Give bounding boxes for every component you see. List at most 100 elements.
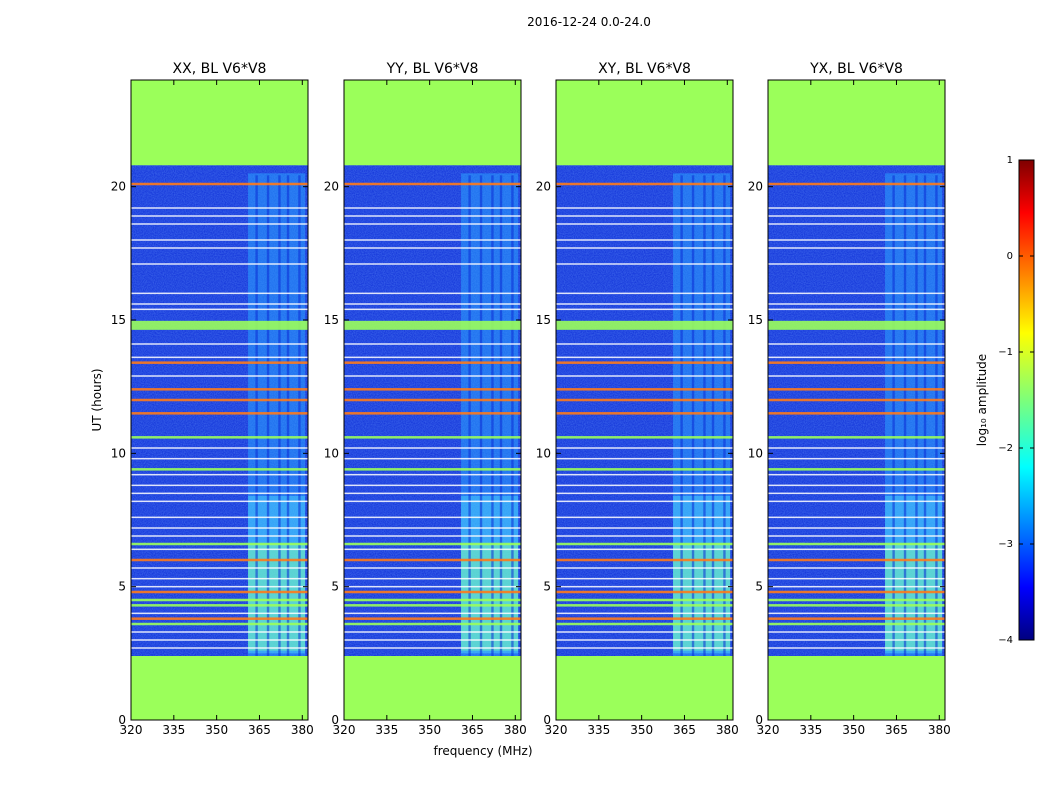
y-tick-label: 20	[324, 180, 339, 194]
flagged-row	[768, 215, 945, 217]
plot-frame	[555, 79, 734, 721]
flagged-row	[131, 223, 308, 225]
flagged-row	[556, 398, 733, 402]
channel-stripe	[499, 175, 503, 657]
flagged-row	[344, 577, 521, 580]
y-tick-label: 10	[748, 446, 763, 460]
flagged-row	[768, 247, 945, 249]
flagged-row	[556, 577, 733, 580]
flagged-row	[344, 590, 521, 594]
flagged-row	[131, 292, 308, 295]
flagged-row	[344, 492, 521, 495]
flagged-row	[131, 468, 308, 471]
y-tick-label: 20	[111, 180, 126, 194]
flagged-row	[344, 388, 521, 391]
flagged-row	[131, 263, 308, 265]
panel-title: XY, BL V6*V8	[598, 61, 691, 77]
flagged-row	[131, 639, 308, 641]
flagged-row	[768, 375, 945, 377]
flagged-row	[768, 622, 945, 626]
colorbar-tick-label: 0	[1007, 251, 1013, 262]
flagged-row	[131, 308, 308, 311]
channel-stripe	[680, 175, 683, 657]
x-tick-label: 320	[333, 723, 356, 737]
plot-frame	[343, 79, 522, 721]
channel-stripe	[723, 175, 726, 657]
flagged-row	[344, 412, 521, 415]
flagged-row	[556, 375, 733, 377]
colorbar-tick-label: −4	[998, 635, 1013, 646]
flagged-row	[768, 612, 945, 615]
flagged-row	[344, 500, 521, 503]
flagged-row	[131, 215, 308, 217]
flagged-row	[768, 473, 945, 476]
flagged-row	[131, 207, 308, 209]
flagged-row	[344, 239, 521, 241]
panel-4: YX, BL V6*V8 320 335 350 365 380 0 5 10 15 20	[748, 61, 951, 737]
channel-stripe	[703, 175, 706, 657]
x-tick-label: 380	[716, 723, 739, 737]
flagged-row	[768, 412, 945, 415]
flagged-row	[344, 292, 521, 295]
flagged-row	[556, 412, 733, 415]
x-tick-label: 365	[248, 723, 271, 737]
channel-stripe	[298, 175, 301, 657]
flagged-row	[768, 558, 945, 562]
flagged-row	[131, 577, 308, 580]
flagged-row	[131, 484, 308, 487]
flagged-row	[768, 567, 945, 569]
flagged-row	[344, 516, 521, 519]
colorbar-ticks: 1 0 −1 −2 −3 −4	[998, 155, 1034, 646]
flagged-row	[768, 516, 945, 519]
flagged-row	[556, 535, 733, 537]
flagged-row	[131, 492, 308, 495]
channel-stripe	[923, 175, 927, 657]
channel-stripe	[935, 175, 938, 657]
channel-stripe	[491, 175, 494, 657]
flagged-row	[556, 598, 733, 602]
flagged-row	[768, 263, 945, 265]
flagged-row	[344, 548, 521, 551]
x-tick-label: 335	[799, 723, 822, 737]
flagged-row	[556, 516, 733, 519]
flagged-row	[131, 567, 308, 569]
flagged-row	[131, 548, 308, 551]
plot-frame	[767, 79, 946, 721]
colorbar-tick-label: −3	[998, 539, 1013, 550]
y-tick-label: 15	[536, 313, 551, 327]
x-axis-label: frequency (MHz)	[433, 744, 532, 758]
flagged-row	[131, 516, 308, 519]
flagged-row	[131, 436, 308, 439]
flagged-row	[768, 598, 945, 602]
flagged-row	[768, 484, 945, 487]
flagged-row	[344, 567, 521, 569]
x-tick-label: 365	[461, 723, 484, 737]
flagged-row	[344, 631, 521, 633]
flagged-row	[768, 223, 945, 225]
channel-stripe	[255, 175, 258, 657]
flagged-row	[556, 388, 733, 391]
flagged-row	[131, 558, 308, 562]
colorbar-gradient	[1018, 159, 1035, 641]
flagged-row	[556, 590, 733, 594]
flagged-row	[131, 356, 308, 359]
flagged-row	[344, 647, 521, 649]
flagged-row	[556, 436, 733, 439]
flagged-row	[556, 548, 733, 551]
flagged-row	[344, 535, 521, 537]
flagged-row	[344, 263, 521, 265]
flagged-row	[556, 612, 733, 615]
x-tick-label: 365	[885, 723, 908, 737]
flagged-row	[344, 542, 521, 546]
flagged-row	[556, 457, 733, 460]
flagged-row	[556, 617, 733, 620]
flagged-row	[344, 558, 521, 562]
y-tick-label: 15	[111, 313, 126, 327]
flagged-row	[556, 292, 733, 295]
flagged-row	[556, 308, 733, 311]
flagged-row	[768, 447, 945, 449]
flagged-row	[131, 182, 308, 186]
flagged-row	[768, 492, 945, 495]
